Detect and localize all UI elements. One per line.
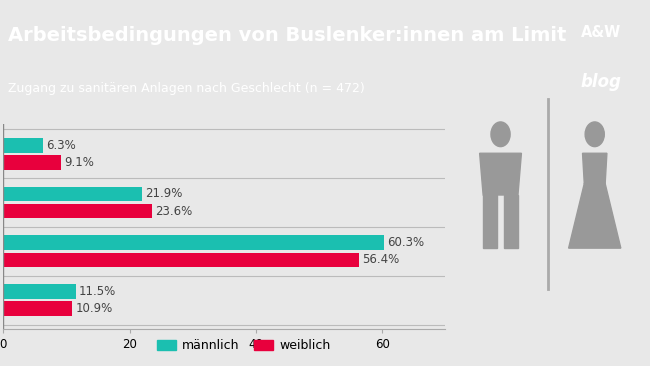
Text: 56.4%: 56.4% bbox=[363, 253, 400, 266]
Text: 9.1%: 9.1% bbox=[64, 156, 94, 169]
Bar bbox=[3, 253, 359, 267]
Text: 6.3%: 6.3% bbox=[46, 139, 76, 152]
Polygon shape bbox=[569, 184, 621, 248]
Legend: männlich, weiblich: männlich, weiblich bbox=[152, 335, 335, 357]
Polygon shape bbox=[504, 195, 518, 248]
Text: 21.9%: 21.9% bbox=[145, 187, 182, 201]
Ellipse shape bbox=[491, 122, 510, 147]
Text: Zugang zu sanitären Anlagen nach Geschlecht (n = 472): Zugang zu sanitären Anlagen nach Geschle… bbox=[8, 82, 365, 95]
Text: 11.5%: 11.5% bbox=[79, 285, 116, 298]
Bar bbox=[3, 187, 142, 201]
Bar bbox=[3, 138, 43, 153]
Text: 23.6%: 23.6% bbox=[155, 205, 192, 217]
Text: 60.3%: 60.3% bbox=[387, 236, 424, 249]
Bar bbox=[3, 204, 152, 219]
Text: Arbeitsbedingungen von Buslenker:innen am Limit: Arbeitsbedingungen von Buslenker:innen a… bbox=[8, 26, 566, 45]
Polygon shape bbox=[480, 153, 521, 195]
Text: blog: blog bbox=[580, 73, 621, 92]
Ellipse shape bbox=[585, 122, 604, 147]
Text: 10.9%: 10.9% bbox=[75, 302, 112, 315]
Bar bbox=[3, 284, 76, 299]
Bar bbox=[3, 301, 72, 316]
Polygon shape bbox=[582, 153, 607, 184]
Bar bbox=[3, 235, 384, 250]
Text: A&W: A&W bbox=[580, 26, 621, 40]
Bar bbox=[3, 155, 60, 169]
Polygon shape bbox=[483, 195, 497, 248]
